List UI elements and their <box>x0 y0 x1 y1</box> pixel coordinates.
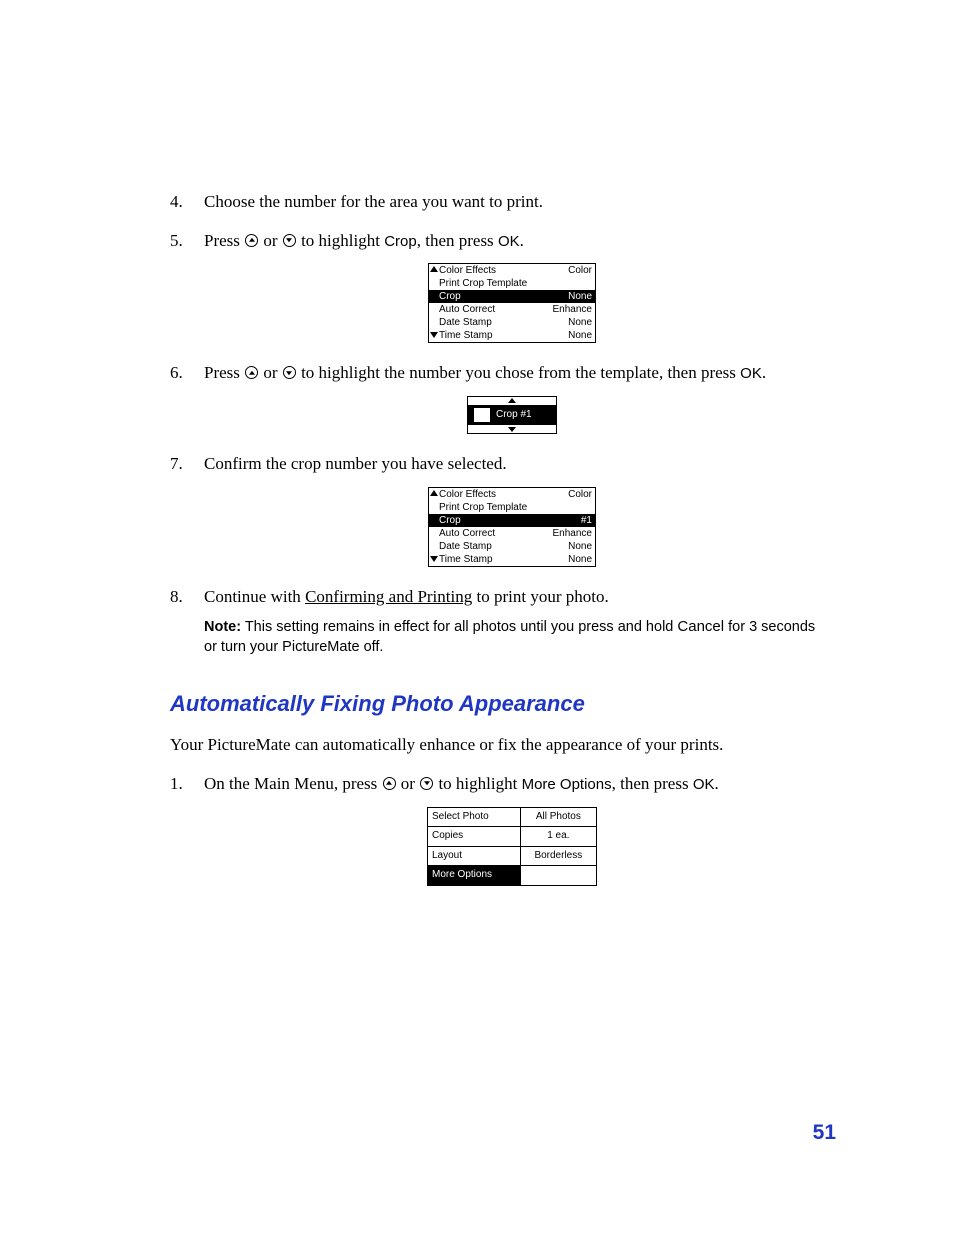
menu-row: Copies1 ea. <box>428 827 597 847</box>
step-num: 7. <box>170 452 196 477</box>
lcd-crop-selector: Crop #1 <box>467 396 557 435</box>
menu-row: LayoutBorderless <box>428 846 597 866</box>
lcd-row-label: Auto Correct <box>439 527 495 540</box>
menu-label: Layout <box>428 846 521 866</box>
lcd-row: Date Stamp None <box>429 540 595 553</box>
lcd-row: Crop None <box>429 290 595 303</box>
lcd-row: Crop #1 <box>429 514 595 527</box>
lcd-row-label: Print Crop Template <box>439 501 527 514</box>
step-num: 5. <box>170 229 196 254</box>
lcd-row-value: None <box>568 329 592 342</box>
menu-label: More Options <box>428 866 521 886</box>
lcd-row-value: Enhance <box>553 527 592 540</box>
crop-label: Crop <box>384 233 417 250</box>
lcd-row-label: Date Stamp <box>439 316 492 329</box>
step-text: Confirm the crop number you have selecte… <box>204 454 507 473</box>
steps-list-2: 1. On the Main Menu, press or to highlig… <box>170 772 820 886</box>
lcd-row-value: #1 <box>581 514 592 527</box>
menu-value: 1 ea. <box>520 827 596 847</box>
lcd-row-label: Crop <box>439 514 461 527</box>
lcd-row-value: None <box>568 290 592 303</box>
step-6: 6. Press or to highlight the number you … <box>170 361 820 434</box>
note-label: Note: <box>204 619 241 635</box>
step-text: Continue with Confirming and Printing to… <box>204 587 609 606</box>
lcd-row: Print Crop Template <box>429 501 595 514</box>
down-button-icon <box>283 366 296 379</box>
lcd-row-value: Color <box>568 264 592 277</box>
confirm-print-link[interactable]: Confirming and Printing <box>305 587 472 606</box>
up-button-icon <box>245 366 258 379</box>
menu-row: Select PhotoAll Photos <box>428 807 597 827</box>
down-button-icon <box>420 777 433 790</box>
lcd-row-value: Color <box>568 488 592 501</box>
lcd-row-label: Time Stamp <box>439 553 493 566</box>
page-number: 51 <box>813 1121 836 1145</box>
lcd-row-value: None <box>568 540 592 553</box>
step-num: 8. <box>170 585 196 610</box>
menu-value: All Photos <box>520 807 596 827</box>
steps-list: 4. Choose the number for the area you wa… <box>170 190 820 657</box>
down-button-icon <box>283 234 296 247</box>
up-button-icon <box>245 234 258 247</box>
crop-thumbnail-icon <box>474 408 490 422</box>
step-num: 1. <box>170 772 196 797</box>
lcd-row-label: Color Effects <box>439 264 496 277</box>
step-num: 4. <box>170 190 196 215</box>
lcd-row-value: Enhance <box>553 303 592 316</box>
step-5: 5. Press or to highlight Crop, then pres… <box>170 229 820 344</box>
step-4: 4. Choose the number for the area you wa… <box>170 190 820 215</box>
lcd-row-label: Crop <box>439 290 461 303</box>
lcd-main-menu: Select PhotoAll PhotosCopies1 ea.LayoutB… <box>427 807 597 886</box>
step-7: 7. Confirm the crop number you have sele… <box>170 452 820 567</box>
menu-label: Select Photo <box>428 807 521 827</box>
ok-label: OK <box>693 776 715 793</box>
up-arrow-icon <box>430 490 438 496</box>
menu-value: Borderless <box>520 846 596 866</box>
ok-label: OK <box>498 233 520 250</box>
more-options-label: More Options <box>522 776 612 793</box>
lcd-row-label: Time Stamp <box>439 329 493 342</box>
crop-number-label: Crop #1 <box>496 408 532 423</box>
step-text: Press or to highlight the number you cho… <box>204 363 766 382</box>
lcd-row: Print Crop Template <box>429 277 595 290</box>
up-button-icon <box>383 777 396 790</box>
lcd-row-value: None <box>568 553 592 566</box>
lcd-row: Auto Correct Enhance <box>429 303 595 316</box>
menu-value <box>520 866 596 886</box>
page-content: 4. Choose the number for the area you wa… <box>170 190 820 904</box>
lcd-crop-row: Crop #1 <box>468 405 556 426</box>
lcd-row: Time Stamp None <box>429 329 595 342</box>
lcd-menu-crop-none: Color Effects Color Print Crop TemplateCro… <box>428 263 596 343</box>
step-8: 8. Continue with Confirming and Printing… <box>170 585 820 657</box>
lcd-row: Color Effects Color <box>429 488 595 501</box>
step-text: Press or to highlight Crop, then press O… <box>204 231 524 250</box>
lcd-row-label: Date Stamp <box>439 540 492 553</box>
lcd-menu-crop-1: Color Effects Color Print Crop TemplateCro… <box>428 487 596 567</box>
up-arrow-icon <box>430 266 438 272</box>
note-block: Note: This setting remains in effect for… <box>204 616 820 658</box>
intro-text: Your PictureMate can automatically enhan… <box>170 733 820 758</box>
lcd-up-arrow <box>468 397 556 405</box>
lcd-down-arrow <box>468 425 556 433</box>
lcd-row-value: None <box>568 316 592 329</box>
lcd-row-label: Print Crop Template <box>439 277 527 290</box>
section-heading: Automatically Fixing Photo Appearance <box>170 691 820 717</box>
ok-label: OK <box>740 365 762 382</box>
step-num: 6. <box>170 361 196 386</box>
lcd-row: Time Stamp None <box>429 553 595 566</box>
step-2-1: 1. On the Main Menu, press or to highlig… <box>170 772 820 886</box>
lcd-row-label: Auto Correct <box>439 303 495 316</box>
menu-row: More Options <box>428 866 597 886</box>
lcd-row: Color Effects Color <box>429 264 595 277</box>
down-arrow-icon <box>430 556 438 562</box>
cancel-label: Cancel <box>677 618 724 635</box>
lcd-row: Auto Correct Enhance <box>429 527 595 540</box>
menu-label: Copies <box>428 827 521 847</box>
step-text: On the Main Menu, press or to highlight … <box>204 774 719 793</box>
lcd-row: Date Stamp None <box>429 316 595 329</box>
down-arrow-icon <box>430 332 438 338</box>
step-text: Choose the number for the area you want … <box>204 192 543 211</box>
lcd-row-label: Color Effects <box>439 488 496 501</box>
